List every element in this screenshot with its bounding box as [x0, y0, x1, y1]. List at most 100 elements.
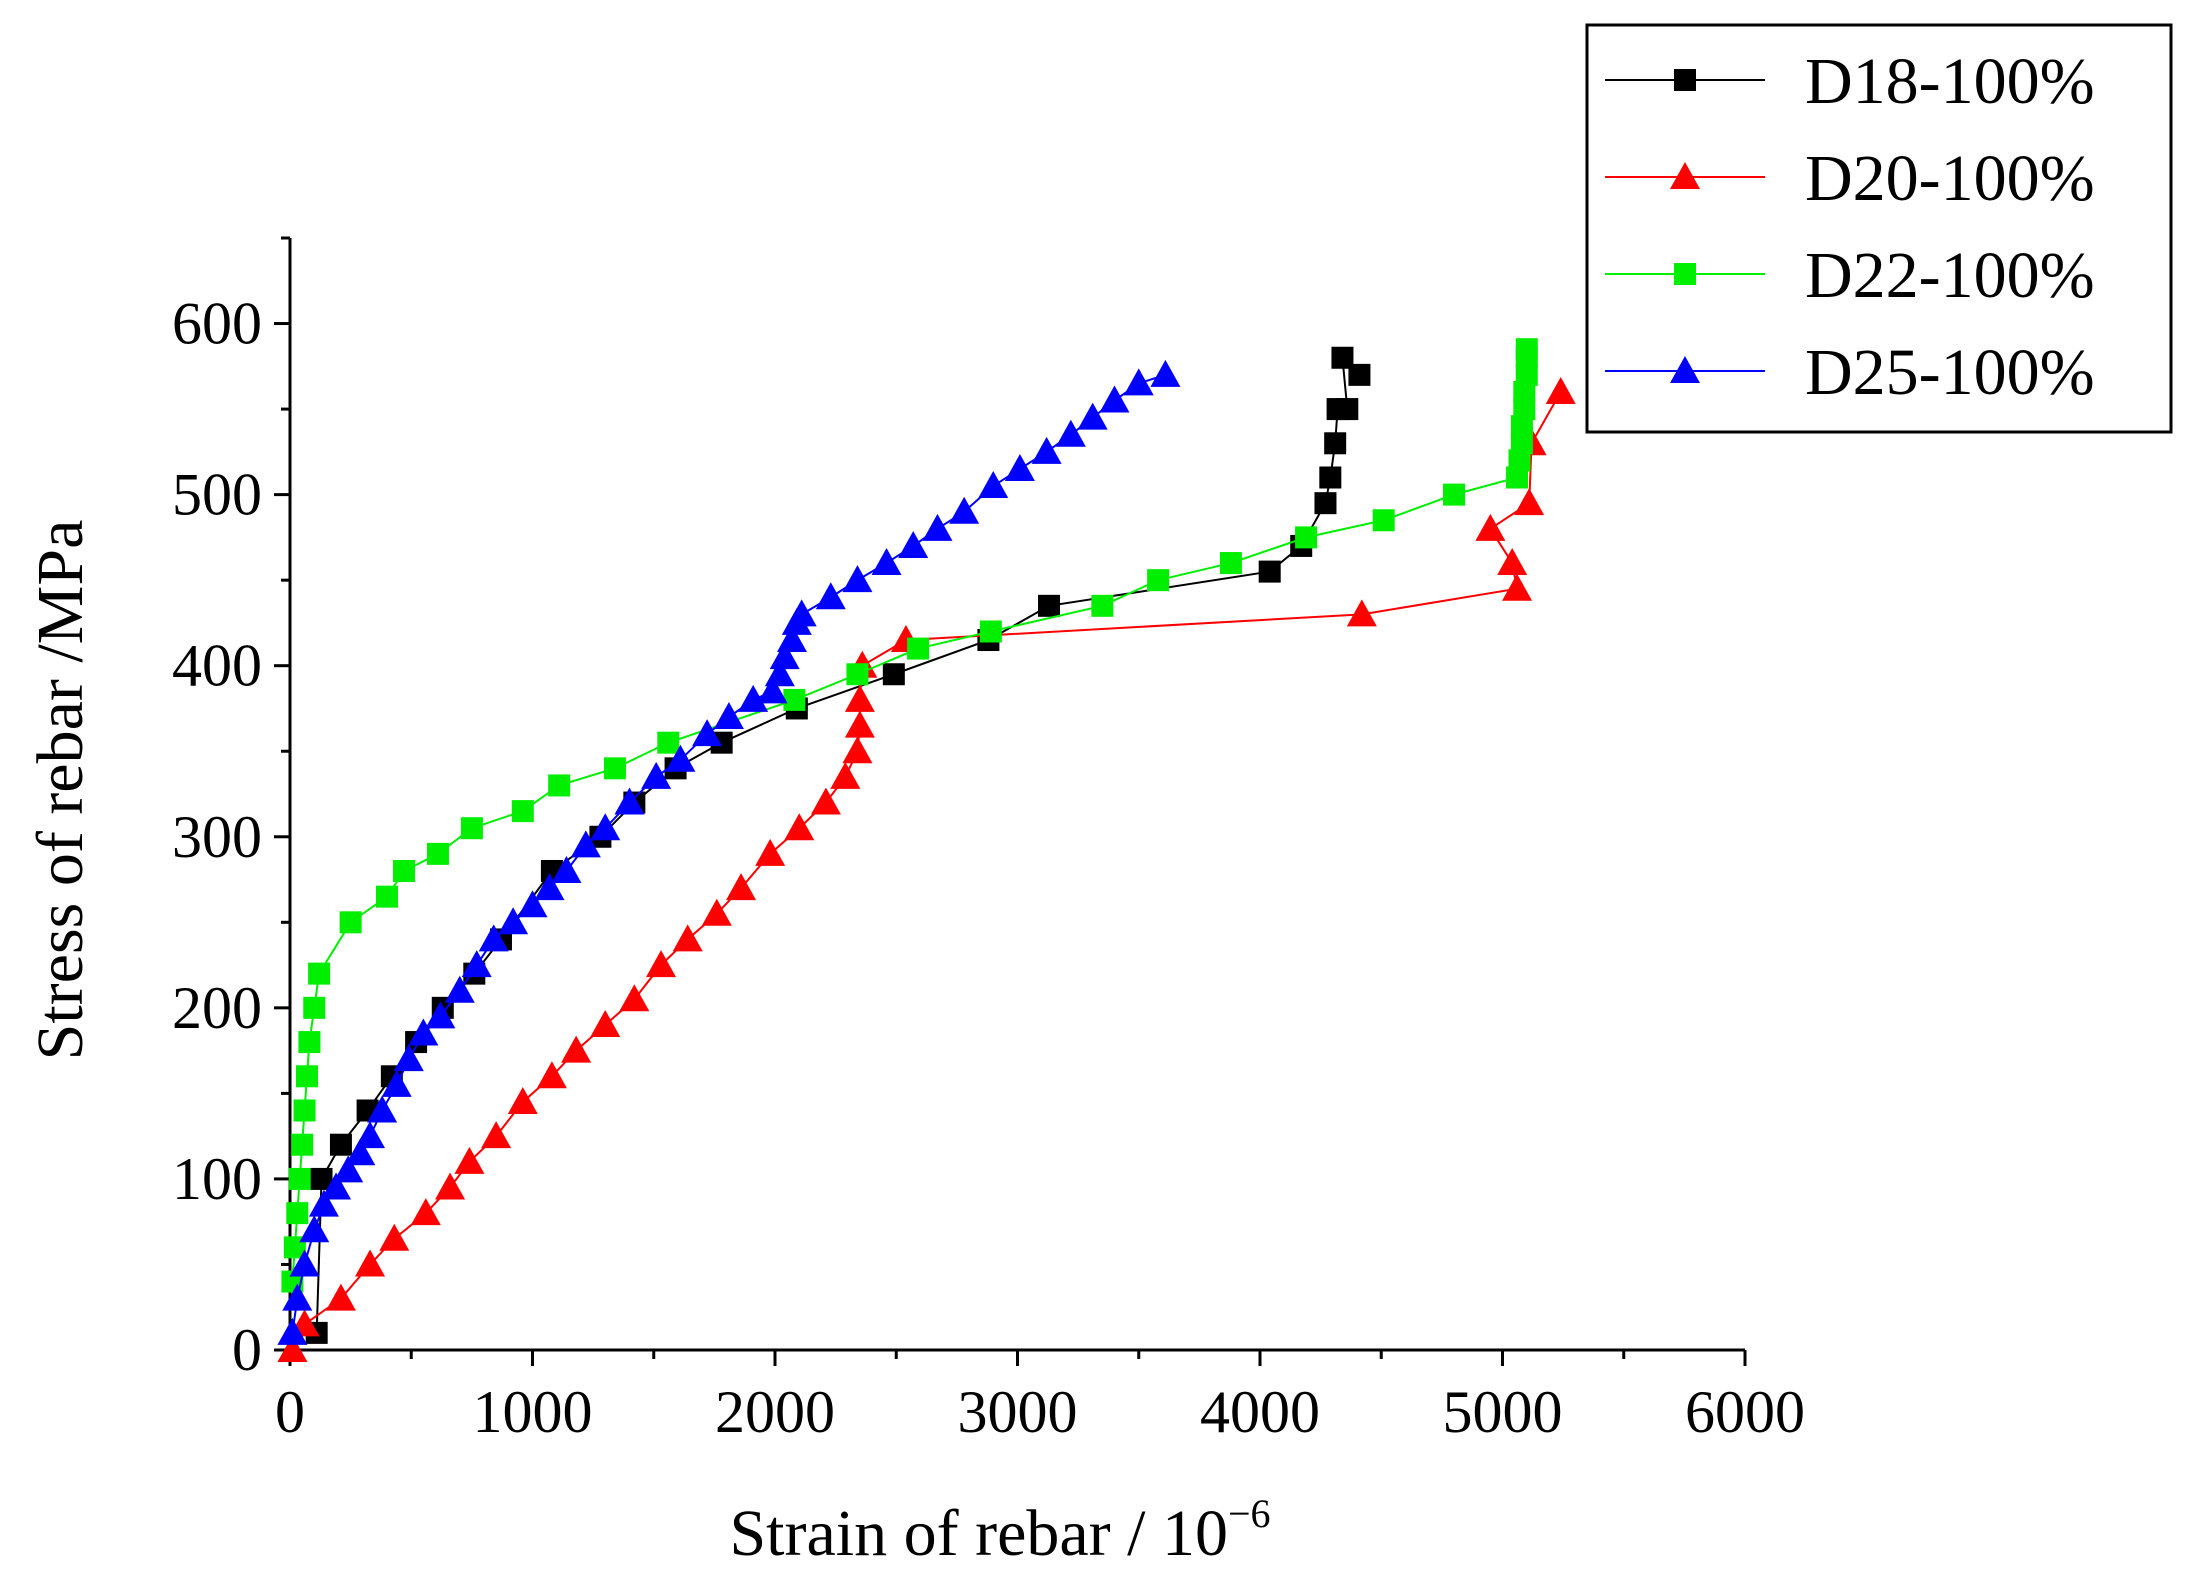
data-point — [665, 744, 696, 772]
data-point — [286, 1202, 309, 1225]
data-point — [1443, 483, 1465, 506]
y-tick-label: 500 — [172, 462, 262, 528]
data-point — [277, 1317, 308, 1345]
data-point — [345, 1138, 376, 1166]
data-point — [410, 1198, 441, 1226]
data-point — [548, 774, 571, 797]
data-point — [1004, 453, 1035, 481]
data-point — [1038, 594, 1061, 617]
x-tick-label: 1000 — [473, 1379, 593, 1445]
data-point — [561, 1035, 592, 1063]
data-point — [830, 761, 861, 789]
data-point — [444, 975, 475, 1003]
y-tick-label: 100 — [172, 1146, 262, 1212]
data-point — [478, 924, 509, 952]
legend-swatch-marker — [1674, 263, 1696, 285]
data-point — [764, 659, 795, 687]
data-point — [511, 800, 534, 823]
data-point — [1346, 599, 1377, 627]
data-point — [641, 761, 672, 789]
data-point — [1508, 449, 1531, 472]
data-point — [339, 911, 362, 934]
data-point — [293, 1099, 316, 1122]
series-d20-100- — [277, 376, 1576, 1362]
data-point — [392, 859, 415, 882]
data-point — [310, 1167, 333, 1190]
data-point — [619, 984, 650, 1012]
series-line — [315, 355, 1361, 1333]
data-point — [355, 1121, 386, 1149]
x-tick-label: 0 — [275, 1379, 305, 1445]
data-point — [295, 1065, 318, 1088]
data-point — [288, 1167, 311, 1190]
data-point — [898, 530, 929, 558]
y-tick-label: 0 — [232, 1317, 262, 1383]
data-point — [1515, 363, 1538, 386]
data-point — [1324, 432, 1347, 455]
y-tick-label: 600 — [172, 291, 262, 357]
legend-swatch-marker — [1670, 356, 1700, 383]
data-point — [536, 1061, 567, 1089]
data-point — [303, 996, 326, 1019]
data-point — [907, 637, 930, 660]
data-point — [425, 1001, 456, 1029]
data-point — [291, 1133, 314, 1156]
series-layer — [277, 338, 1576, 1362]
data-point — [614, 787, 645, 815]
data-point — [1515, 338, 1538, 361]
data-point — [329, 1133, 352, 1156]
legend-swatch-marker — [1674, 69, 1696, 91]
x-axis-title: Strain of rebar / 10−6 — [729, 1491, 1270, 1570]
data-point — [1055, 419, 1086, 447]
legend-label: D18-100% — [1805, 45, 2095, 118]
data-point — [1091, 594, 1114, 617]
data-point — [590, 1009, 621, 1037]
data-point — [282, 1283, 313, 1311]
legend-swatch-marker — [1670, 162, 1700, 189]
data-point — [298, 1031, 321, 1054]
series-line — [291, 391, 1562, 1351]
data-point — [776, 625, 807, 653]
legend-label: D22-100% — [1805, 239, 2095, 312]
data-point — [551, 855, 582, 883]
data-point — [325, 1283, 356, 1311]
data-point — [922, 513, 953, 541]
x-axis-title-exponent: −6 — [1228, 1491, 1271, 1536]
x-tick-label: 5000 — [1443, 1379, 1563, 1445]
data-point — [507, 1086, 538, 1114]
data-point — [1077, 402, 1108, 430]
data-point — [871, 548, 902, 576]
data-point — [498, 907, 529, 935]
data-point — [1150, 359, 1181, 387]
data-point — [1331, 346, 1354, 369]
data-point — [846, 663, 869, 686]
data-point — [842, 565, 873, 593]
data-point — [1295, 526, 1318, 549]
legend-label: D25-100% — [1805, 336, 2095, 409]
data-point — [810, 787, 841, 815]
data-point — [1475, 513, 1506, 541]
data-point — [713, 702, 744, 730]
data-point — [590, 813, 621, 841]
data-point — [367, 1095, 398, 1123]
data-point — [815, 582, 846, 610]
data-point — [844, 684, 875, 712]
y-tick-label: 300 — [172, 804, 262, 870]
data-point — [978, 471, 1009, 499]
data-point — [376, 885, 398, 908]
series-d18-100- — [305, 346, 1371, 1344]
series-d22-100- — [281, 338, 1538, 1293]
y-tick-label: 200 — [172, 975, 262, 1041]
y-axis-title: Stress of rebar /MPa — [24, 520, 97, 1061]
data-point — [1258, 560, 1281, 583]
data-point — [657, 731, 680, 754]
data-point — [1336, 398, 1359, 421]
data-point — [1513, 380, 1536, 403]
data-point — [672, 924, 703, 952]
data-point — [755, 838, 786, 866]
data-point — [1219, 552, 1242, 575]
data-point — [1510, 432, 1533, 455]
data-point — [1514, 488, 1545, 516]
series-line — [291, 349, 1528, 1282]
data-point — [321, 1172, 352, 1200]
